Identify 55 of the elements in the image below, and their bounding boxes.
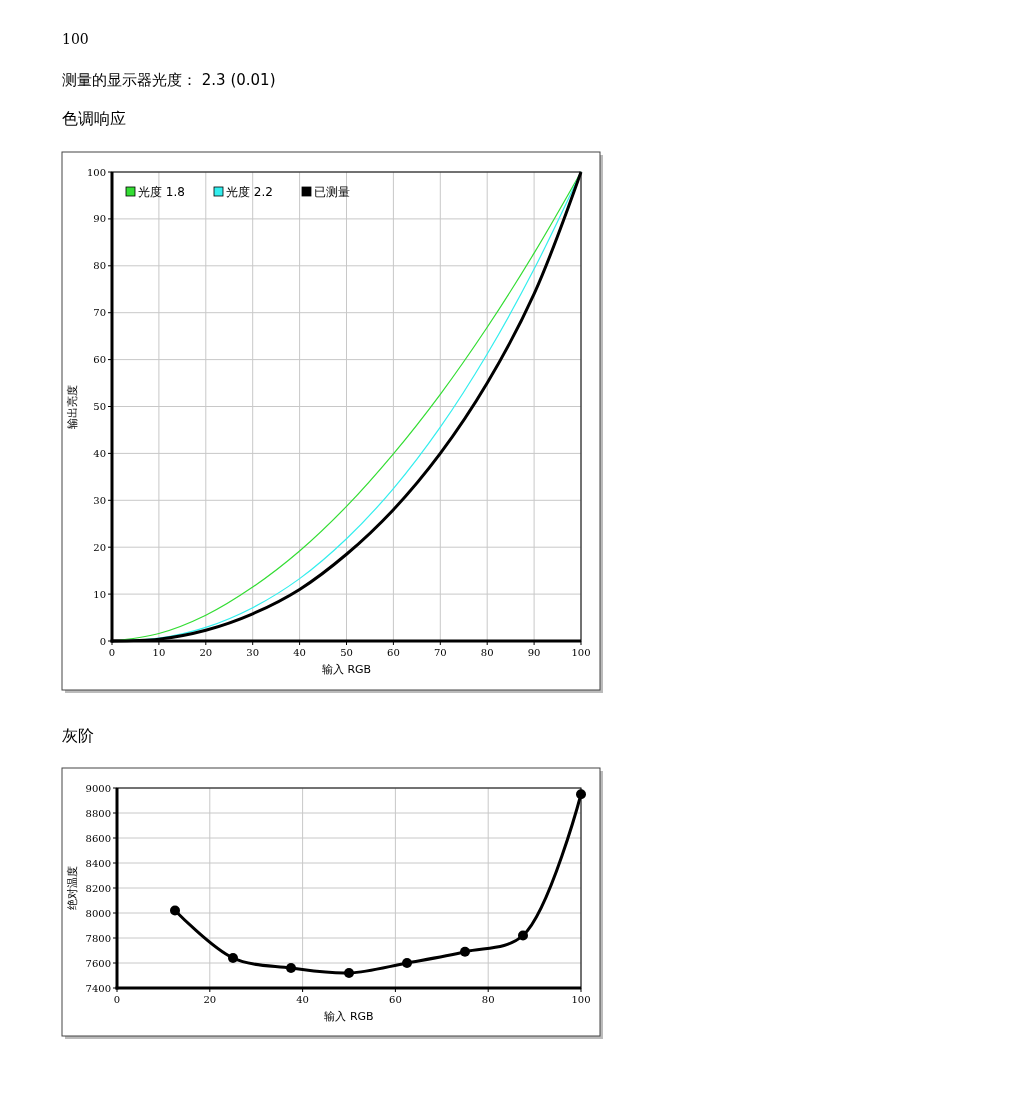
point (170, 905, 180, 916)
x-tick-label: 100 (571, 994, 591, 1005)
x-tick-label: 60 (387, 647, 400, 658)
y-tick-label: 90 (93, 213, 106, 225)
point (402, 958, 412, 968)
point (228, 953, 238, 963)
point (518, 930, 528, 941)
text: 100 (62, 31, 89, 47)
x-tick-label: 10 (152, 647, 166, 658)
x-axis-title: 输入 RGB (324, 1010, 374, 1023)
x-tick-label: 30 (246, 647, 260, 658)
y-tick-label: 60 (93, 354, 106, 366)
x-tick-label: 80 (481, 994, 495, 1005)
legend-label: 已测量 (314, 185, 350, 199)
legend-label: 光度 2.2 (226, 185, 273, 199)
y-tick-label: 8600 (85, 832, 111, 844)
x-tick-label: 100 (571, 647, 591, 658)
y-tick-label: 8800 (85, 807, 111, 819)
x-tick-label: 60 (389, 994, 402, 1005)
x-tick-label: 40 (296, 994, 309, 1005)
y-tick-label: 50 (93, 401, 106, 412)
y-tick-label: 9000 (85, 782, 111, 794)
x-tick-label: 50 (340, 647, 353, 658)
x-tick-label: 40 (293, 647, 306, 658)
y-tick-label: 7800 (85, 932, 111, 944)
chart-title: 色调响应 (62, 109, 126, 128)
y-tick-label: 40 (93, 447, 106, 459)
y-tick-label: 70 (93, 307, 106, 319)
chart-title: 灰阶 (62, 726, 94, 745)
x-tick-label: 70 (433, 647, 447, 658)
legend-label: 光度 1.8 (138, 185, 185, 199)
x-tick-label: 0 (113, 994, 121, 1005)
point (460, 946, 470, 957)
y-tick-label: 80 (93, 260, 106, 272)
y-tick-label: 8400 (85, 857, 111, 869)
y-tick-label: 8200 (85, 882, 111, 894)
x-tick-label: 90 (527, 647, 541, 658)
point (286, 963, 296, 973)
text: 测量的显示器光度： 2.3 (0.01) (62, 71, 276, 89)
x-tick-label: 20 (203, 994, 217, 1005)
x-axis-title: 输入 RGB (321, 663, 372, 676)
y-tick-label: 8000 (85, 907, 111, 919)
y-tick-label: 7600 (85, 957, 111, 969)
y-tick-label: 10 (93, 588, 106, 600)
point (576, 789, 586, 800)
y-tick-label: 20 (93, 541, 106, 553)
y-tick-label: 7400 (85, 982, 111, 994)
y-axis-title: 绝对温度 (66, 866, 79, 910)
y-tick-label: 30 (93, 494, 106, 506)
y-axis-title: 输出亮度 (66, 384, 79, 429)
x-tick-label: 20 (199, 647, 213, 658)
y-tick-label: 100 (86, 166, 106, 178)
y-tick-label: 0 (99, 635, 106, 647)
point (344, 968, 354, 978)
x-tick-label: 80 (480, 647, 494, 658)
